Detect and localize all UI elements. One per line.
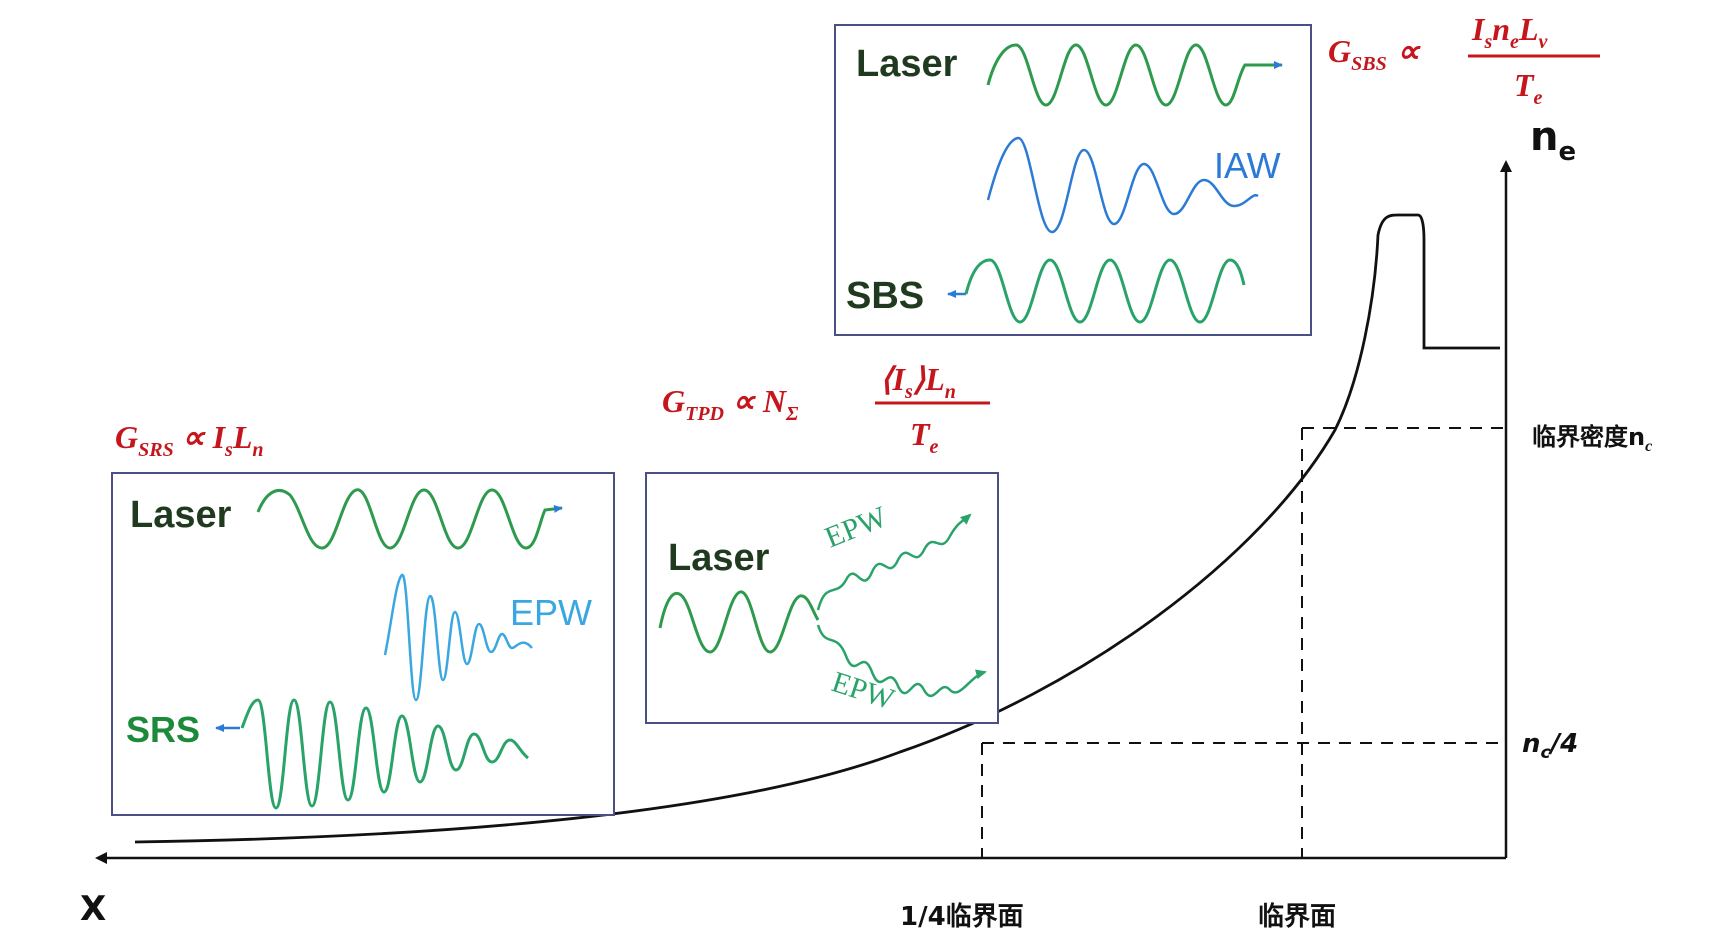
sbs-gain-numerator: IsneLv bbox=[1471, 11, 1548, 53]
sbs-scatter-wave bbox=[964, 258, 1246, 324]
srs-epw-label: EPW bbox=[510, 592, 592, 633]
tpd-gain-lhs: GTPD ∝ NΣ bbox=[662, 383, 799, 425]
srs-gain-equation: GSRS ∝ IsLn bbox=[115, 419, 263, 461]
sbs-scatter-label: SBS bbox=[846, 275, 924, 317]
tpd-laser-wave bbox=[658, 590, 820, 654]
sbs-box bbox=[834, 24, 1312, 336]
tpd-gain-denominator: Te bbox=[910, 416, 939, 458]
critical-density-label: 临界密度nc bbox=[1532, 423, 1652, 455]
dashed-guides bbox=[981, 427, 1506, 858]
sbs-gain-lhs: GSBS ∝ bbox=[1328, 33, 1421, 75]
sbs-gain-denominator: Te bbox=[1514, 67, 1543, 109]
y-axis-label: ne bbox=[1530, 114, 1576, 167]
srs-box bbox=[111, 472, 615, 816]
srs-laser-label: Laser bbox=[130, 494, 232, 536]
quarter-critical-surface-label: 1/4临界面 bbox=[900, 901, 1024, 932]
sbs-iaw-label: IAW bbox=[1214, 145, 1281, 186]
critical-surface-label: 临界面 bbox=[1258, 901, 1336, 932]
sbs-iaw-wave bbox=[986, 136, 1259, 234]
tpd-epw-bottom-wave bbox=[816, 624, 987, 698]
sbs-laser-label: Laser bbox=[856, 43, 958, 85]
srs-scatter-wave bbox=[240, 698, 529, 810]
tpd-gain-numerator: ⟨Is⟩Ln bbox=[880, 361, 956, 403]
tpd-laser-label: Laser bbox=[668, 537, 770, 579]
srs-epw-wave bbox=[383, 573, 533, 702]
axes: ne X 临界密度nc nc/4 1/4临界面 临界面 bbox=[80, 114, 1652, 932]
srs-laser-wave bbox=[256, 488, 563, 550]
x-axis-label: X bbox=[80, 889, 106, 929]
tpd-epw-top-wave bbox=[816, 513, 972, 611]
density-profile-curve bbox=[134, 213, 1500, 844]
sbs-laser-wave bbox=[986, 43, 1283, 107]
quarter-density-label: nc/4 bbox=[1522, 729, 1578, 763]
tpd-panel: GTPD ∝ NΣ ⟨Is⟩Ln Te Laser EPW EPW bbox=[645, 361, 999, 724]
srs-panel: GSRS ∝ IsLn Laser EPW SRS bbox=[111, 419, 615, 816]
srs-scatter-label: SRS bbox=[126, 709, 200, 750]
sbs-panel: Laser IAW SBS GSBS ∝ IsneLv Te bbox=[834, 11, 1600, 336]
